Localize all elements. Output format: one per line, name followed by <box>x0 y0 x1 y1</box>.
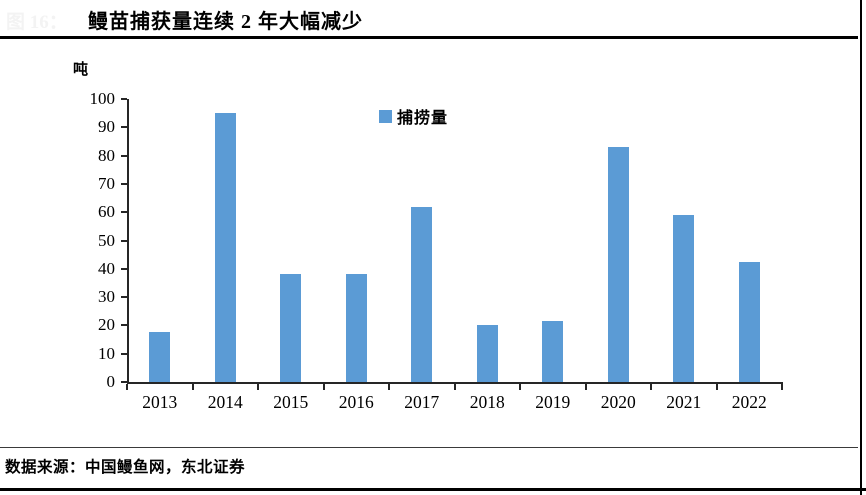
data-source-text: 数据来源：中国鳗鱼网，东北证券 <box>5 459 246 476</box>
y-axis-tick-label: 20 <box>98 315 115 335</box>
y-axis-tick <box>121 98 127 100</box>
y-axis-unit-label: 吨 <box>73 62 89 78</box>
legend-swatch <box>379 109 392 123</box>
x-axis-tick <box>519 384 521 390</box>
x-axis-tick <box>453 384 456 390</box>
footer-divider <box>0 447 858 448</box>
y-axis-tick-label: 60 <box>98 202 115 222</box>
y-axis-tick <box>121 381 127 383</box>
x-axis-tick-label: 2020 <box>600 392 636 412</box>
y-axis-tick-label: 100 <box>89 89 116 108</box>
figure-number-label: 图 16： <box>6 12 68 33</box>
bar-2019 <box>542 321 564 382</box>
x-axis-tick <box>715 384 718 390</box>
bar-2013 <box>149 332 171 382</box>
chart-title: 鳗苗捕获量连续 2 年大幅减少 <box>88 11 363 33</box>
bar-2022 <box>738 262 760 382</box>
legend-label: 捕捞量 <box>397 110 449 127</box>
x-axis-tick-label: 2019 <box>535 392 571 412</box>
x-axis-tick-label: 2015 <box>273 392 309 412</box>
bar-2018 <box>476 325 498 382</box>
y-axis-line <box>127 99 129 382</box>
y-axis-tick-label: 90 <box>98 117 115 137</box>
title-divider <box>0 36 858 39</box>
right-border <box>860 0 862 495</box>
y-axis-tick <box>121 267 127 270</box>
y-axis-tick <box>121 324 127 327</box>
x-axis-tick <box>322 384 325 390</box>
x-axis-tick-label: 2016 <box>338 392 374 412</box>
x-axis-tick-label: 2017 <box>404 392 440 412</box>
x-axis-tick-label: 2022 <box>731 392 767 412</box>
bar-2017 <box>411 207 433 382</box>
x-axis-tick <box>257 384 259 390</box>
chart-legend: 捕捞量 <box>379 104 448 128</box>
x-axis-tick <box>650 384 652 390</box>
bar-2014 <box>214 113 236 382</box>
x-axis-tick <box>388 384 390 390</box>
y-axis-tick-label: 30 <box>98 287 115 307</box>
x-axis-tick <box>126 384 128 390</box>
y-axis-tick-label: 80 <box>98 145 115 165</box>
bar-2020 <box>607 147 629 382</box>
y-axis-tick <box>121 126 127 129</box>
x-axis-tick-label: 2013 <box>142 392 178 412</box>
x-axis-line <box>127 382 783 384</box>
bottom-border <box>0 488 866 491</box>
x-axis-tick-label: 2021 <box>666 392 702 412</box>
x-axis-tick <box>191 384 194 390</box>
plot-area: 0 10 20 30 40 50 60 70 80 90 100 2013 2014 2015 2016 20… <box>90 89 783 412</box>
x-axis-tick <box>584 384 587 390</box>
y-axis-tick <box>121 239 127 242</box>
bar-2016 <box>345 274 367 382</box>
y-axis-tick-label: 70 <box>98 173 115 193</box>
y-axis-tick <box>121 211 127 214</box>
y-axis-tick <box>121 154 127 157</box>
x-axis-tick <box>781 384 783 390</box>
y-axis-tick <box>121 182 127 185</box>
y-axis-tick <box>121 296 127 299</box>
x-axis-tick-label: 2014 <box>207 392 243 412</box>
y-axis-tick-label: 40 <box>98 258 115 278</box>
y-axis-tick-label: 0 <box>106 372 116 391</box>
bar-2015 <box>280 274 302 382</box>
bar-2021 <box>673 215 695 382</box>
y-axis-tick-label: 50 <box>98 230 115 250</box>
y-axis-tick <box>121 352 127 355</box>
x-axis-tick-label: 2018 <box>469 392 505 412</box>
y-axis-tick-label: 10 <box>98 343 115 363</box>
